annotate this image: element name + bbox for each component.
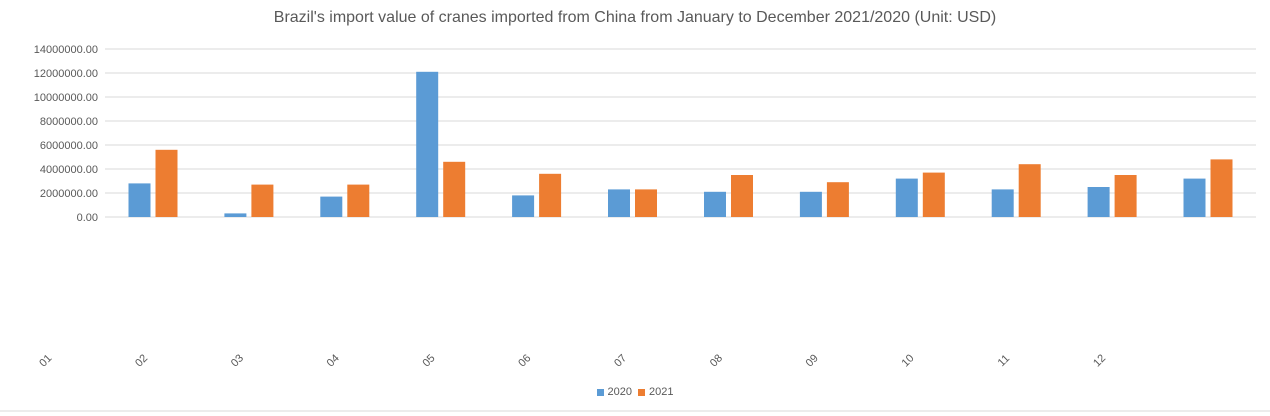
y-tick-label: 14000000.00: [34, 44, 98, 56]
y-tick-label: 4000000.00: [40, 164, 98, 176]
y-tick-label: 10000000.00: [34, 92, 98, 104]
bar-2021-08: [826, 182, 849, 217]
x-tick-label: 04: [325, 352, 342, 369]
legend-item-2020: 2020: [596, 386, 632, 398]
legend-label-2020: 2020: [607, 386, 632, 398]
x-tick-label: 12: [1091, 352, 1108, 369]
x-tick-label: 11: [996, 353, 1013, 370]
bars: [128, 71, 1233, 217]
bar-2020-10: [991, 189, 1014, 217]
bar-2020-02: [224, 213, 247, 217]
legend-label-2021: 2021: [649, 386, 674, 398]
legend: 2020 2021: [0, 386, 1270, 398]
bar-2020-07: [704, 191, 726, 217]
bar-2020-06: [608, 189, 630, 217]
bar-2021-05: [539, 173, 562, 217]
x-tick-label: 06: [516, 352, 533, 369]
x-tick-label: 05: [421, 352, 438, 369]
x-tick-label: 01: [37, 352, 54, 369]
bottom-border: [0, 410, 1270, 412]
bar-2021-11: [1114, 175, 1137, 217]
y-tick-label: 12000000.00: [34, 68, 98, 80]
bar-2021-07: [731, 175, 753, 217]
bar-2020-05: [512, 195, 535, 217]
legend-item-2021: 2021: [638, 386, 673, 398]
legend-swatch-2021: [638, 388, 645, 396]
x-tick-label: 02: [133, 352, 150, 369]
x-tick-label: 09: [804, 352, 821, 369]
bar-2020-11: [1087, 187, 1110, 217]
bar-2020-01: [128, 183, 151, 217]
bar-2020-04: [416, 71, 439, 217]
bar-2021-10: [1018, 164, 1041, 217]
y-tick-label: 0.00: [77, 212, 98, 224]
bar-2021-06: [635, 189, 657, 217]
bar-2020-09: [895, 178, 918, 217]
bar-2021-12: [1210, 159, 1233, 217]
chart-title: Brazil's import value of cranes imported…: [273, 9, 997, 26]
legend-swatch-2020: [596, 388, 604, 396]
y-axis-ticks: 0.00 2000000.00 4000000.00 6000000.00 800000…: [34, 44, 98, 224]
bar-2021-03: [347, 184, 370, 217]
x-tick-label: 03: [229, 352, 246, 369]
gridlines: [105, 48, 1256, 218]
y-tick-label: 6000000.00: [40, 140, 98, 152]
y-tick-label: 8000000.00: [40, 116, 98, 128]
x-tick-label: 10: [900, 352, 917, 369]
y-tick-label: 2000000.00: [40, 188, 98, 200]
bar-2021-01: [155, 149, 178, 217]
x-axis-ticks: 01 02 03 04 05 06 07 08 09 10 11 12: [37, 352, 1108, 369]
x-tick-label: 07: [612, 352, 629, 369]
bar-2021-09: [922, 172, 945, 217]
x-tick-label: 08: [708, 352, 725, 369]
bar-2021-02: [251, 184, 274, 217]
bar-2020-12: [1183, 178, 1206, 217]
bar-2020-03: [320, 196, 343, 217]
bar-2020-08: [799, 191, 822, 217]
bar-2021-04: [443, 161, 466, 217]
